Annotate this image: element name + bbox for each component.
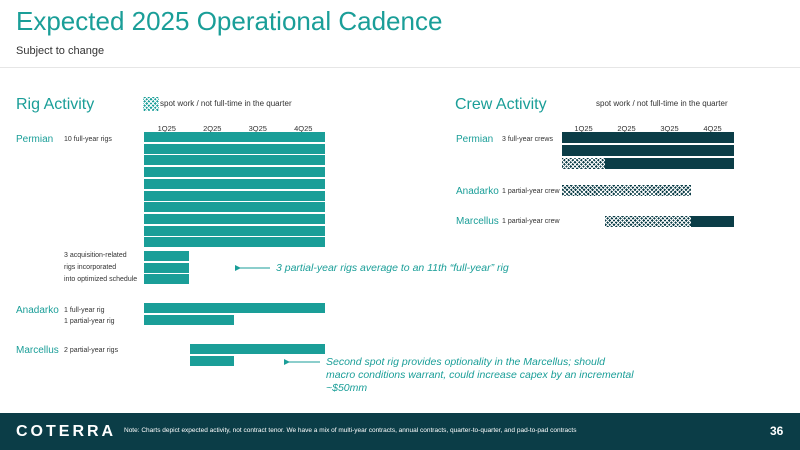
rig-label-acq-line1: 3 acquisition-related xyxy=(64,252,127,259)
rig-bar xyxy=(189,344,325,354)
crew-bar xyxy=(562,132,734,143)
footer-bar: COTERRA Note: Charts depict expected act… xyxy=(0,413,800,450)
crew-spot-bar xyxy=(605,216,691,227)
rig-bar xyxy=(144,303,325,313)
page-number: 36 xyxy=(770,424,784,438)
rig-label-anadarko-line2: 1 partial-year rig xyxy=(64,318,115,325)
rig-label-permian: 10 full-year rigs xyxy=(64,136,112,143)
title-divider xyxy=(0,67,800,68)
rig-bar xyxy=(144,237,325,248)
crew-quarter-label: 1Q25 xyxy=(574,124,593,133)
page-subtitle: Subject to change xyxy=(16,45,105,57)
crew-label-marcellus: 1 partial-year crew xyxy=(502,218,560,225)
rig-callout-marcellus: Second spot rig provides optionality in … xyxy=(326,356,634,394)
rig-region-marcellus: Marcellus xyxy=(16,345,59,356)
coterra-logo: COTERRA xyxy=(16,423,117,440)
crew-quarter-label: 4Q25 xyxy=(703,124,722,133)
crew-bar xyxy=(605,158,734,169)
crew-region-permian: Permian xyxy=(456,134,494,145)
rig-bar xyxy=(144,213,325,224)
rig-legend-text: spot work / not full-time in the quarter xyxy=(160,99,292,108)
crew-bar xyxy=(562,145,734,156)
rig-bar xyxy=(144,202,325,213)
crew-bar xyxy=(691,216,734,227)
rig-label-acq-line2: rigs incorporated xyxy=(64,264,117,271)
rig-quarter-label: 4Q25 xyxy=(294,124,313,133)
rig-callout-partial-year: 3 partial-year rigs average to an 11th “… xyxy=(276,262,509,274)
rig-region-permian: Permian xyxy=(16,134,54,145)
rig-label-anadarko-line1: 1 full-year rig xyxy=(64,307,105,314)
rig-bar xyxy=(144,143,325,154)
rig-label-acq-line3: into optimized schedule xyxy=(64,276,138,283)
crew-spot-bar xyxy=(562,158,605,169)
rig-bar xyxy=(144,274,189,285)
crew-legend-text: spot work / not full-time in the quarter xyxy=(596,99,728,108)
rig-bar xyxy=(144,314,234,325)
page-title: Expected 2025 Operational Cadence xyxy=(16,6,443,36)
rig-bar xyxy=(144,155,325,166)
crew-region-marcellus: Marcellus xyxy=(456,216,499,227)
rig-bar xyxy=(144,251,189,261)
rig-region-anadarko: Anadarko xyxy=(16,305,59,316)
rig-bar xyxy=(144,262,189,273)
crew-spot-bar xyxy=(562,185,691,196)
crew-label-permian: 3 full-year crews xyxy=(502,136,553,143)
rig-activity-title: Rig Activity xyxy=(16,96,95,113)
rig-quarter-label: 2Q25 xyxy=(203,124,222,133)
rig-label-marcellus: 2 partial-year rigs xyxy=(64,347,119,354)
crew-label-anadarko: 1 partial-year crew xyxy=(502,188,560,195)
rig-quarter-label: 1Q25 xyxy=(157,124,176,133)
rig-bar xyxy=(144,167,325,178)
footer-note: Note: Charts depict expected activity, n… xyxy=(124,427,577,434)
rig-bar xyxy=(144,190,325,201)
crew-activity-title: Crew Activity xyxy=(455,96,547,113)
rig-bar xyxy=(189,355,234,366)
rig-bar xyxy=(144,132,325,142)
crew-quarter-label: 2Q25 xyxy=(617,124,636,133)
rig-bar xyxy=(144,178,325,189)
crew-quarter-label: 3Q25 xyxy=(660,124,679,133)
rig-bar xyxy=(144,225,325,236)
rig-quarter-label: 3Q25 xyxy=(248,124,267,133)
spot-work-legend-swatch xyxy=(143,97,159,111)
crew-region-anadarko: Anadarko xyxy=(456,186,499,197)
